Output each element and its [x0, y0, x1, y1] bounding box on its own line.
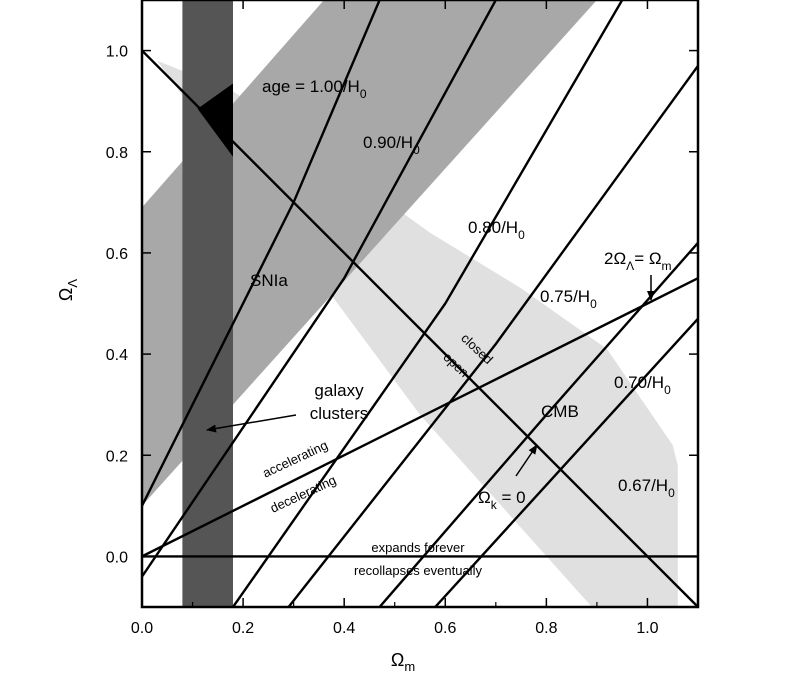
clusters-label: clusters	[310, 404, 369, 423]
x-tick-label: 0.8	[535, 620, 557, 637]
two-omega-label: 2ΩΛ= Ωm	[604, 249, 672, 273]
lines	[142, 0, 698, 607]
y-tick-label: 0.6	[106, 246, 128, 263]
region-snia	[142, 0, 597, 506]
recollapses-label: recollapses eventually	[354, 563, 482, 578]
accelerating-label: accelerating	[260, 437, 330, 480]
snia-label: SNIa	[250, 271, 288, 290]
age-label-070: 0.70/H0	[614, 373, 671, 397]
y-tick-label: 0.0	[106, 549, 128, 566]
x-axis-title-sub: m	[404, 659, 415, 674]
plot-frame	[140, 0, 700, 609]
line-acceleration	[142, 277, 698, 558]
y-tick-label: 0.2	[106, 448, 128, 465]
x-axis-title: Ωm	[391, 650, 415, 674]
x-tick-label: 0.0	[131, 620, 153, 637]
y-axis-title-main: Ω	[56, 288, 76, 301]
age-label-100: age = 1.00/H0	[262, 77, 367, 101]
omega-k-arrow	[515, 444, 538, 477]
age-contour-1	[142, 0, 497, 578]
age-contour-5	[434, 317, 698, 607]
y-tick-label: 0.4	[106, 347, 128, 364]
x-tick-label: 1.0	[636, 620, 658, 637]
y-tick-label: 0.8	[106, 145, 128, 162]
region-overlap	[197, 83, 233, 157]
decelerating-label: decelerating	[268, 472, 339, 516]
omega-k-label: Ωk = 0	[478, 488, 526, 512]
line-flat	[142, 49, 698, 607]
galaxy-clusters-arrow	[206, 414, 297, 433]
age-label-090: 0.90/H0	[363, 133, 420, 157]
plot-area	[142, 0, 698, 607]
age-label-080: 0.80/H0	[468, 218, 525, 242]
galaxy-label: galaxy	[314, 381, 364, 400]
y-axis-title: ΩΛ	[56, 279, 80, 301]
age-contour-3	[287, 65, 698, 607]
x-tick-label: 0.6	[434, 620, 456, 637]
x-tick-label: 0.2	[232, 620, 254, 637]
region-galaxy-clusters	[182, 0, 233, 607]
age-label-075: 0.75/H0	[540, 287, 597, 311]
y-axis-title-sub: Λ	[65, 279, 80, 288]
cmb-label: CMB	[541, 402, 579, 421]
axis-ticks: 0.0 0.2 0.4 0.6 0.8 1.0 0.0 0.2 0.4 0.6 0.8 1.0	[106, 0, 699, 637]
age-label-067: 0.67/H0	[618, 476, 675, 500]
x-tick-label: 0.4	[333, 620, 355, 637]
age-contour-2	[232, 0, 624, 607]
expands-forever-label: expands forever	[371, 540, 465, 555]
y-tick-label: 1.0	[106, 44, 128, 61]
x-axis-title-main: Ω	[391, 650, 404, 670]
